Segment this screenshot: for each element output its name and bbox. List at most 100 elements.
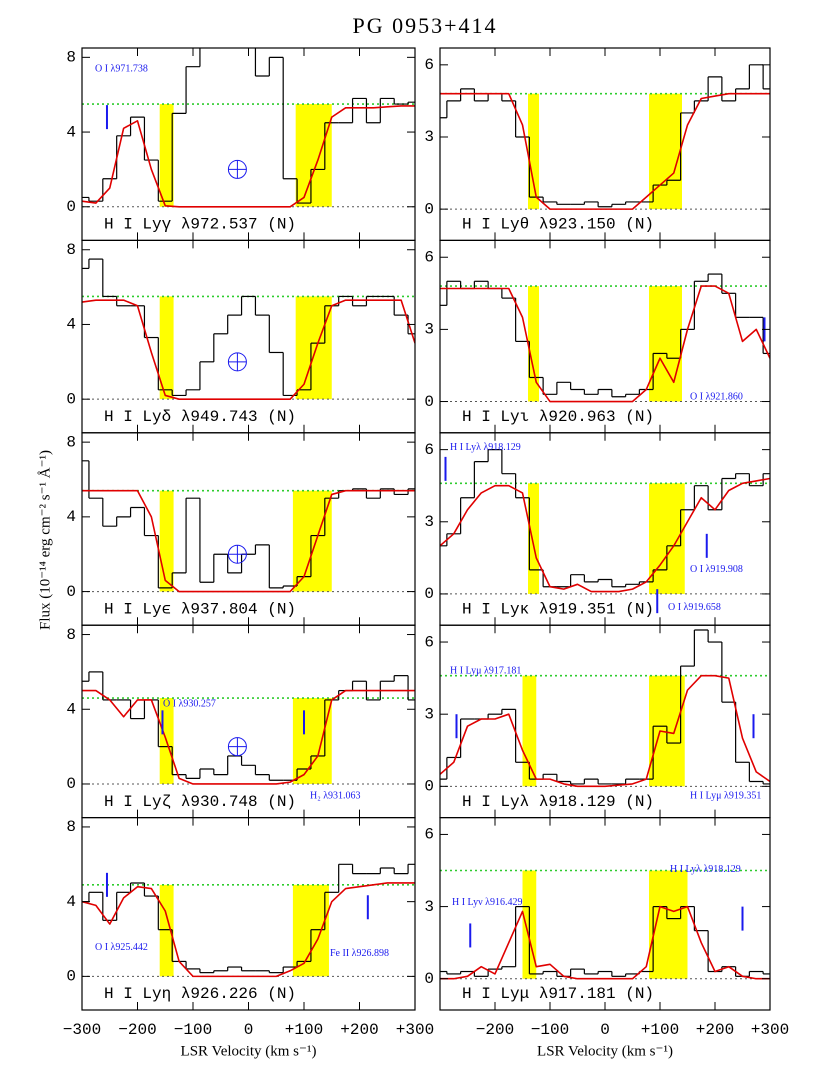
x-tick-label: +200 (696, 1021, 734, 1039)
y-tick-label: 8 (66, 626, 76, 644)
flux-step-connector (88, 259, 409, 396)
panel-label: H I Lyδ λ949.743 (N) (104, 408, 296, 426)
y-tick-label: 4 (66, 316, 76, 334)
panel-frame (81, 432, 416, 626)
y-tick-label: 6 (424, 441, 434, 459)
flux-step-connector (88, 460, 409, 588)
y-tick-label: 3 (424, 898, 434, 916)
x-tick-label: +200 (340, 1021, 378, 1039)
y-tick-label: 4 (66, 700, 76, 718)
model-line (82, 105, 415, 208)
y-tick-label: 8 (66, 49, 76, 67)
integration-range (649, 93, 682, 210)
y-tick-label: 0 (424, 585, 434, 603)
integration-range (649, 870, 688, 979)
y-tick-label: 0 (424, 778, 434, 796)
integration-range (292, 698, 332, 784)
y-tick-label: 3 (424, 705, 434, 723)
y-tick-label: 6 (424, 248, 434, 266)
line-marker-label: H₂ λ931.063 (310, 790, 361, 801)
y-tick-label: 8 (66, 818, 76, 836)
integration-range (159, 104, 174, 207)
x-tick-label: 0 (244, 1021, 254, 1039)
panel-frame (81, 816, 416, 1011)
geocoronal-cross (228, 545, 247, 564)
model-line (440, 905, 770, 980)
integration-range (159, 490, 174, 592)
line-marker-label: Fe II λ926.898 (330, 948, 389, 959)
y-tick-label: 6 (424, 826, 434, 844)
y-tick-label: 4 (66, 508, 76, 526)
line-marker-label: H I Lyλ λ918.129 (670, 864, 741, 875)
x-tick-label: +100 (285, 1021, 323, 1039)
y-tick-label: 3 (424, 513, 434, 531)
x-tick-label: −100 (531, 1021, 569, 1039)
panel-frame (81, 624, 416, 819)
flux-step-connector (446, 630, 764, 784)
y-tick-label: 0 (424, 393, 434, 411)
geocoronal-cross (228, 160, 247, 179)
x-axis-label: LSR Velocity (km s⁻¹) (537, 1043, 673, 1059)
x-tick-label: −200 (118, 1021, 156, 1039)
integration-range (528, 93, 539, 210)
geocoronal-cross (228, 737, 247, 756)
y-tick-label: 0 (66, 775, 76, 793)
x-tick-label: +100 (641, 1021, 679, 1039)
figure-title: PG 0953+414 (352, 13, 497, 38)
line-marker-label: H I Lyμ λ917.181 (450, 665, 521, 676)
panel (440, 869, 770, 980)
panel (440, 449, 770, 595)
y-axis-label: Flux (10⁻¹⁴ erg cm⁻² s⁻¹ Å⁻¹) (37, 450, 53, 630)
panel-frame (439, 816, 771, 1011)
x-tick-label: 0 (600, 1021, 610, 1039)
flux-step-connector (88, 864, 409, 973)
x-tick-label: −100 (174, 1021, 212, 1039)
integration-range (295, 296, 332, 400)
y-tick-label: 4 (66, 893, 76, 911)
panel (82, 460, 415, 593)
flux-step-connector (446, 906, 764, 977)
panel-label: H I Lyκ λ919.351 (N) (462, 600, 654, 618)
panel-label: H I Lyη λ926.226 (N) (104, 985, 296, 1003)
y-tick-label: 8 (66, 433, 76, 451)
panel (440, 273, 770, 403)
model-line (82, 689, 415, 785)
model-line (440, 477, 770, 593)
line-marker-label: O I λ921.860 (690, 392, 743, 403)
flux-step-connector (446, 64, 764, 207)
x-tick-label: +300 (751, 1021, 789, 1039)
integration-range (295, 104, 332, 207)
x-tick-label: −200 (476, 1021, 514, 1039)
panel-frame (439, 239, 771, 434)
integration-range (649, 483, 685, 594)
line-marker-label: O I λ971.738 (95, 63, 148, 74)
line-marker-label: H I Lyν λ916.429 (452, 897, 522, 908)
panel (82, 48, 415, 208)
model-line (440, 92, 770, 210)
integration-range (159, 296, 174, 400)
x-tick-label: −300 (63, 1021, 101, 1039)
y-tick-label: 8 (66, 241, 76, 259)
panel-frame (81, 239, 416, 434)
flux-step-connector (88, 671, 409, 781)
y-tick-label: 6 (424, 633, 434, 651)
panel (440, 629, 770, 788)
y-tick-label: 0 (424, 200, 434, 218)
y-tick-label: 3 (424, 128, 434, 146)
integration-range (159, 884, 174, 977)
panel-frame (439, 624, 771, 819)
model-line (440, 674, 770, 788)
model-line (82, 489, 415, 593)
y-tick-label: 0 (66, 583, 76, 601)
panel-label: H I Lyγ λ972.537 (N) (104, 216, 296, 234)
integration-range (649, 286, 682, 402)
line-marker-label: O I λ919.658 (668, 602, 721, 613)
panel-label: H I Lyμ λ917.181 (N) (462, 985, 654, 1003)
line-marker-label: O I λ925.442 (95, 942, 148, 953)
line-marker-label: H I Lyλ λ918.129 (450, 442, 521, 453)
panel-frame (81, 47, 416, 241)
x-tick-label: +300 (396, 1021, 434, 1039)
panel (440, 64, 770, 210)
